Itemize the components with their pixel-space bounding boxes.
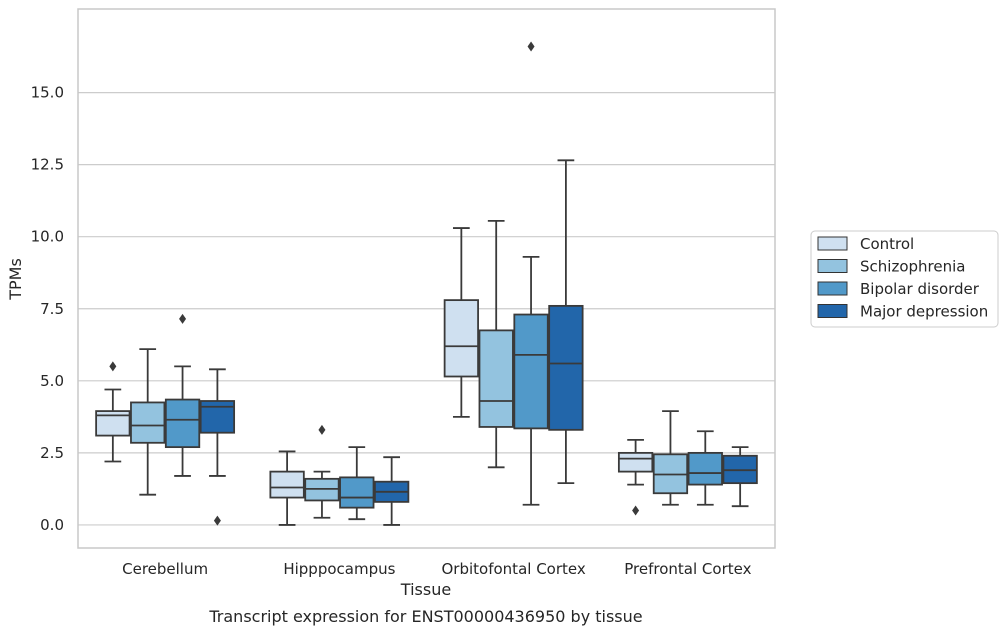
box-2-0 xyxy=(443,227,479,418)
outlier-point xyxy=(632,505,640,516)
legend: Control Schizophrenia Bipolar disorder Majo… xyxy=(810,230,999,328)
legend-swatch xyxy=(817,304,848,318)
outlier-point xyxy=(213,515,221,526)
box-body xyxy=(548,304,584,431)
box-series xyxy=(95,41,758,526)
legend-label: Control xyxy=(860,235,914,253)
legend-swatch xyxy=(817,236,848,251)
box-body xyxy=(443,299,479,378)
legend-label: Schizophrenia xyxy=(860,258,965,276)
box-2-1 xyxy=(478,219,514,469)
box-body xyxy=(687,451,723,486)
legend-label: Bipolar disorder xyxy=(860,280,980,298)
x-tick-label: Prefrontal Cortex xyxy=(624,560,751,578)
box-body xyxy=(339,476,375,509)
box-2-3 xyxy=(548,159,584,485)
box-0-3 xyxy=(199,368,236,526)
outlier-point xyxy=(318,424,326,435)
box-0-1 xyxy=(130,348,166,496)
x-tick-label: Orbitofontal Cortex xyxy=(442,560,586,578)
x-tick-label: Hipppocampus xyxy=(283,560,395,578)
x-tick-label: Cerebellum xyxy=(122,560,208,578)
y-axis-label: TPMs xyxy=(6,258,25,301)
legend-swatch xyxy=(817,259,848,273)
outlier-point xyxy=(179,313,187,324)
box-1-2 xyxy=(339,446,375,521)
box-0-2 xyxy=(164,313,201,477)
y-tick-label: 7.5 xyxy=(40,300,64,318)
box-3-3 xyxy=(722,446,758,508)
box-body xyxy=(199,400,236,434)
y-tick-label: 0.0 xyxy=(40,516,64,534)
box-2-2 xyxy=(513,41,549,506)
legend-label: Major depression xyxy=(860,303,988,321)
plot-frame xyxy=(77,8,776,549)
box-0-0 xyxy=(95,361,131,463)
box-3-1 xyxy=(652,410,689,506)
y-tick-label: 2.5 xyxy=(40,444,64,462)
chart-caption: Transcript expression for ENST0000043695… xyxy=(208,607,642,626)
y-tick-label: 15.0 xyxy=(31,84,64,102)
box-3-0 xyxy=(617,439,654,516)
legend-swatch xyxy=(817,281,848,296)
grid-lines xyxy=(78,91,775,526)
x-axis-label: Tissue xyxy=(400,580,451,599)
outlier-point xyxy=(109,361,117,372)
y-tick-label: 10.0 xyxy=(31,228,64,246)
box-1-3 xyxy=(374,456,410,526)
box-body xyxy=(478,329,514,428)
box-body xyxy=(617,451,654,473)
box-1-1 xyxy=(304,424,340,519)
y-tick-label: 5.0 xyxy=(40,372,64,390)
box-3-2 xyxy=(687,430,723,506)
box-body xyxy=(269,470,305,499)
box-body xyxy=(130,401,166,444)
outlier-point xyxy=(527,41,535,52)
y-axis-ticks: 0.0 2.5 5.0 7.5 10.0 12.5 15.0 xyxy=(31,84,64,534)
legend-frame xyxy=(810,230,999,328)
box-1-0 xyxy=(269,450,305,526)
x-axis-ticks: Cerebellum Hipppocampus Orbitofontal Corte… xyxy=(122,560,751,578)
y-tick-label: 12.5 xyxy=(31,156,64,174)
box-body xyxy=(164,398,201,449)
box-body xyxy=(513,313,549,430)
